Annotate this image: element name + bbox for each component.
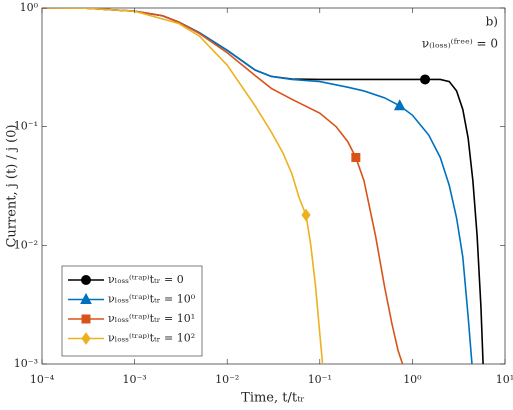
series-line [42, 8, 324, 364]
marker [81, 275, 91, 285]
series-line [42, 8, 404, 364]
marker [81, 314, 91, 324]
x-tick-label: 10⁻³ [122, 373, 146, 386]
marker [301, 208, 311, 222]
x-axis-label: Time, t/tₜᵣ [241, 391, 305, 406]
x-tick-label: 10⁻⁴ [30, 373, 55, 386]
y-axis-label: Current, j (t) / j (0) [5, 124, 20, 247]
annotation: ν₍ₗₒₛₛ₎⁽ᶠʳᵉᵉ⁾ = 0 [422, 37, 498, 51]
x-tick-label: 10⁰ [403, 373, 422, 386]
marker [393, 99, 406, 111]
y-tick-label: 10⁻¹ [14, 120, 38, 133]
plot [42, 8, 484, 364]
legend-label: νₗₒₛₛ⁽ᵗʳᵃᵖ⁾tₜᵣ = 0 [108, 273, 184, 286]
y-tick-label: 10⁻³ [14, 357, 38, 370]
annotation: b) [486, 15, 498, 29]
marker [80, 292, 92, 304]
x-tick-label: 10¹ [496, 373, 513, 386]
y-tick-label: 10⁻² [14, 238, 38, 251]
marker [420, 74, 431, 85]
legend-label: νₗₒₛₛ⁽ᵗʳᵃᵖ⁾tₜᵣ = 10² [108, 332, 195, 345]
legend-label: νₗₒₛₛ⁽ᵗʳᵃᵖ⁾tₜᵣ = 10¹ [108, 312, 195, 325]
marker [81, 332, 91, 345]
x-tick-label: 10⁻² [215, 373, 239, 386]
y-tick-label: 10⁰ [20, 1, 39, 14]
x-tick-label: 10⁻¹ [308, 373, 332, 386]
marker [351, 152, 361, 162]
legend-label: νₗₒₛₛ⁽ᵗʳᵃᵖ⁾tₜᵣ = 10⁰ [108, 293, 196, 306]
